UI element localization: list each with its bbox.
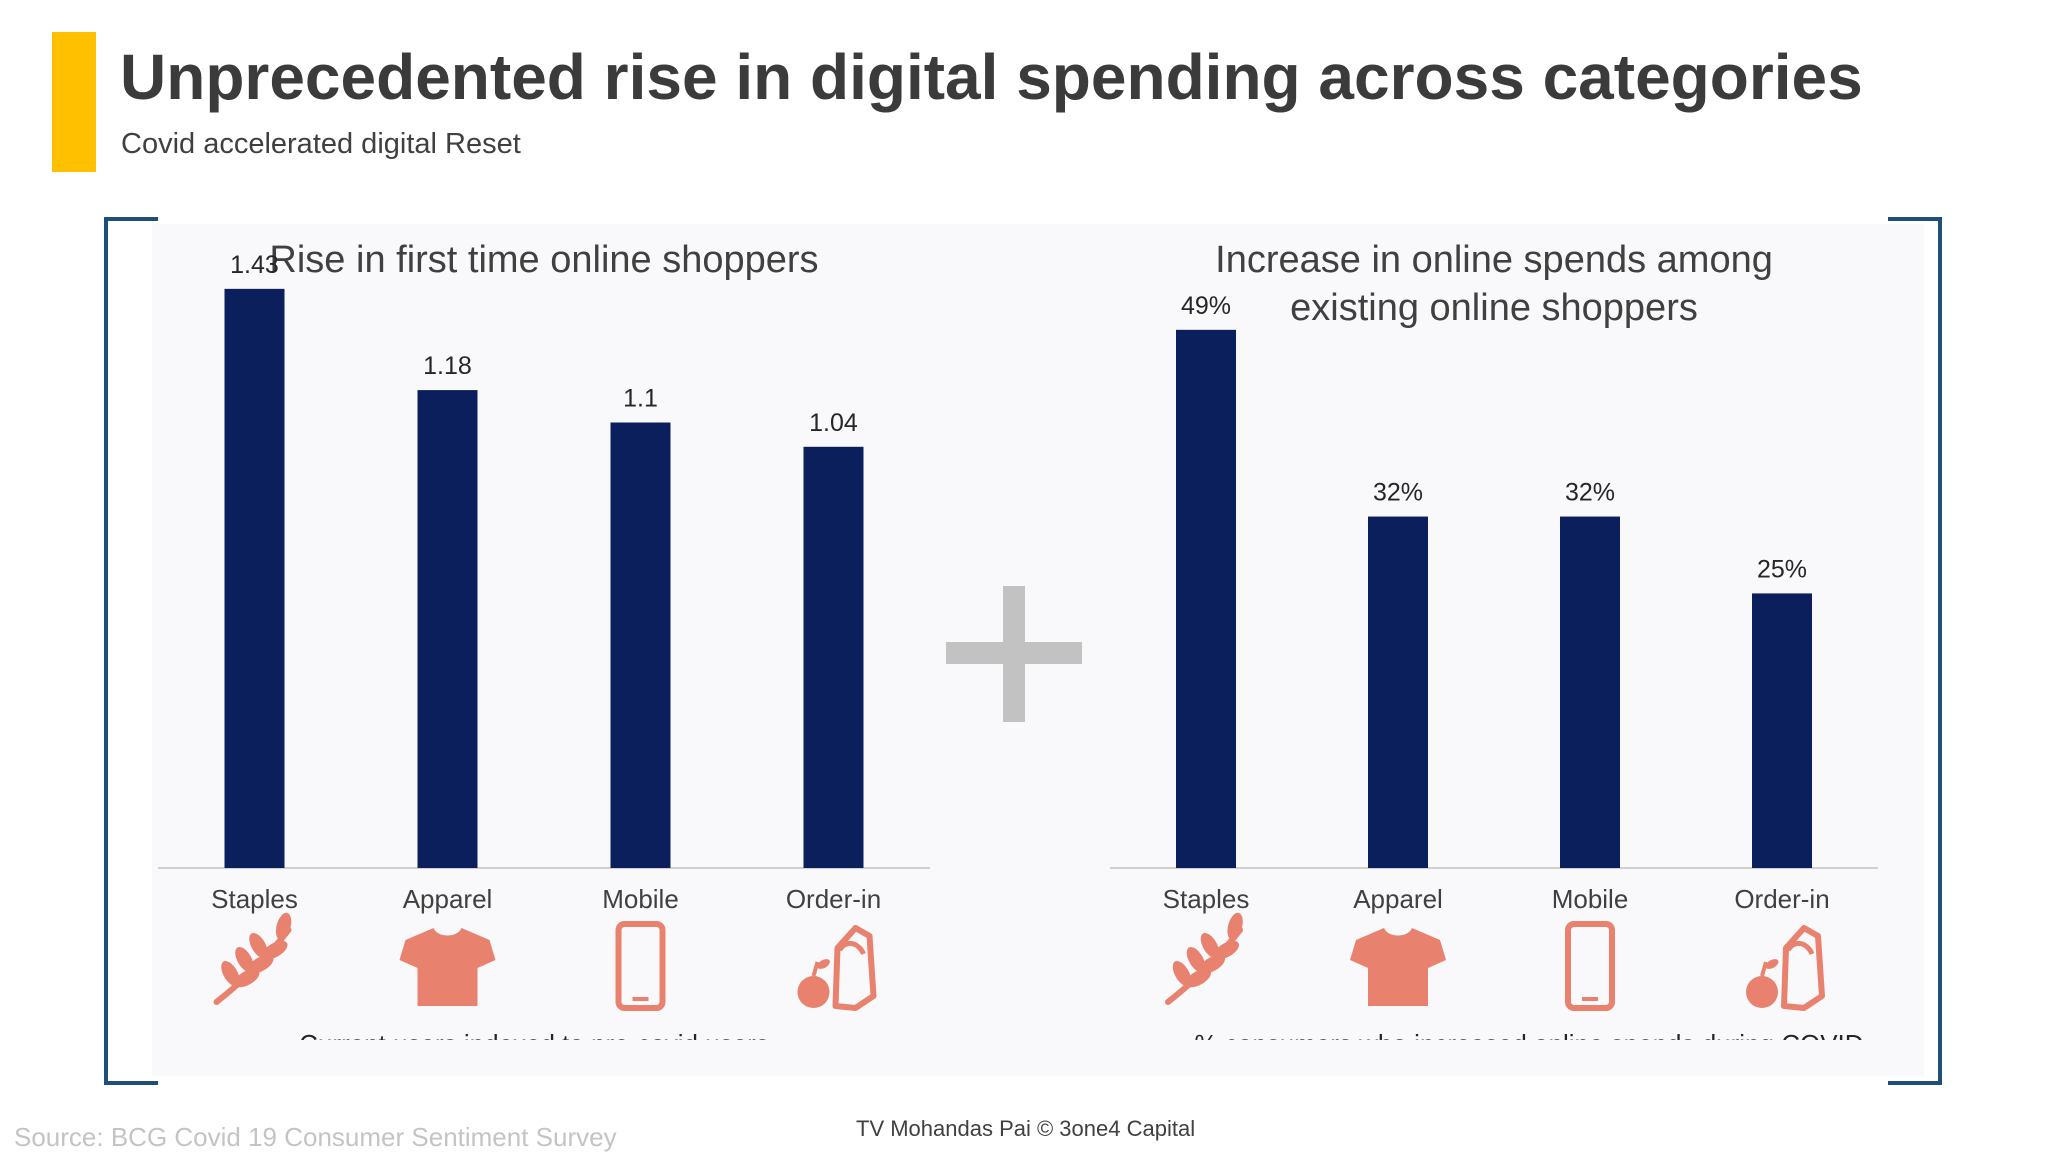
data-label: 1.43 xyxy=(230,251,279,279)
chart-title: existing online shoppers xyxy=(1290,287,1698,329)
data-label: 32% xyxy=(1565,479,1615,507)
bar-mobile xyxy=(1560,516,1620,868)
bar-apparel xyxy=(1368,516,1428,868)
bar-order-in xyxy=(803,446,864,868)
grocery-bag-icon xyxy=(797,925,877,1011)
page-subtitle: Covid accelerated digital Reset xyxy=(121,128,521,160)
category-label: Staples xyxy=(211,884,298,914)
tshirt-icon xyxy=(399,928,496,1006)
category-label: Apparel xyxy=(1353,884,1443,914)
credit-note: TV Mohandas Pai © 3one4 Capital xyxy=(856,1116,1196,1141)
grocery-bag-icon xyxy=(1746,925,1825,1011)
chart-title: Increase in online spends among xyxy=(1215,239,1773,281)
data-label: 1.04 xyxy=(809,409,858,437)
bar-staples xyxy=(1176,329,1236,868)
chart-footnote: % consumers who increased online spends … xyxy=(1194,1029,1863,1040)
data-label: 1.1 xyxy=(623,385,658,413)
bar-order-in xyxy=(1752,593,1812,868)
mobile-phone-icon xyxy=(615,921,666,1011)
plus-icon xyxy=(946,586,1082,722)
right-bracket xyxy=(1888,217,1942,1085)
accent-bar xyxy=(52,32,96,172)
chart-title: Rise in first time online shoppers xyxy=(269,239,818,281)
bar-mobile xyxy=(610,422,671,868)
bar-staples xyxy=(224,288,285,869)
category-label: Order-in xyxy=(1734,884,1829,914)
wheat-icon xyxy=(1165,912,1243,1005)
left-bracket xyxy=(104,217,158,1085)
chart-existing-shoppers-spend: Increase in online spends among existing … xyxy=(1110,239,1878,1040)
category-label: Staples xyxy=(1163,884,1250,914)
source-note: Source: BCG Covid 19 Consumer Sentiment … xyxy=(14,1122,617,1152)
data-label: 49% xyxy=(1181,292,1231,320)
bar-apparel xyxy=(417,390,478,868)
data-label: 32% xyxy=(1373,479,1423,507)
mobile-phone-icon xyxy=(1565,921,1615,1011)
data-label: 25% xyxy=(1757,555,1807,583)
category-label: Apparel xyxy=(403,884,493,914)
category-label: Order-in xyxy=(786,884,881,914)
tshirt-icon xyxy=(1350,928,1446,1006)
chart-footnote: Current users indexed to pre-covid users xyxy=(299,1029,769,1040)
category-label: Mobile xyxy=(1552,884,1629,914)
category-label: Mobile xyxy=(602,884,679,914)
page-title: Unprecedented rise in digital spending a… xyxy=(120,41,1863,113)
wheat-icon xyxy=(213,912,292,1005)
data-label: 1.18 xyxy=(423,352,472,380)
